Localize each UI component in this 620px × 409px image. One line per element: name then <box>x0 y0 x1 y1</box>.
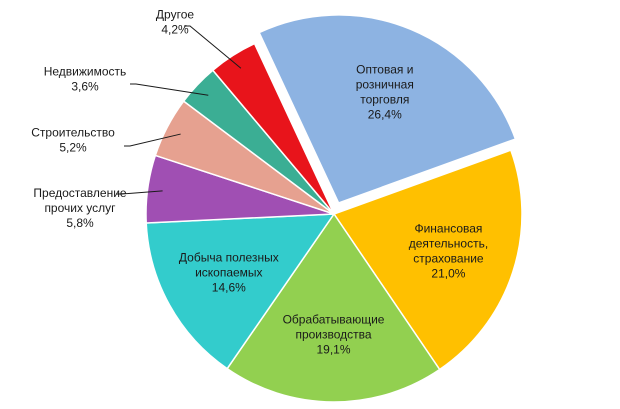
slice-name-label: прочих услуг <box>44 201 116 215</box>
slice-name-label: Недвижимость <box>44 65 127 79</box>
leader-line-6 <box>130 83 209 96</box>
slice-name-label: торговля <box>360 92 409 106</box>
slice-value-label: 21,0% <box>431 267 465 281</box>
slice-name-label: ископаемых <box>195 265 262 279</box>
slice-name-label: страхование <box>413 252 484 266</box>
pie-slice-3 <box>145 213 336 370</box>
slice-name-label: Другое <box>156 8 194 22</box>
slice-value-label: 5,2% <box>59 141 87 155</box>
slice-name-label: производства <box>295 327 371 341</box>
slice-value-label: 4,2% <box>161 23 189 37</box>
slice-name-label: розничная <box>356 77 414 91</box>
slice-value-label: 14,6% <box>212 280 246 294</box>
slice-value-label: 26,4% <box>368 107 402 121</box>
pie-slice-0 <box>258 14 517 204</box>
pie-slice-1 <box>332 149 523 371</box>
slice-value-label: 19,1% <box>317 342 351 356</box>
leader-line-7 <box>184 25 242 69</box>
leader-line-4 <box>116 190 163 195</box>
slice-name-label: Обрабатывающие <box>283 312 385 326</box>
slice-name-label: Оптовая и <box>356 62 413 76</box>
pie-slice-2 <box>226 212 441 403</box>
slice-name-label: деятельность, <box>409 237 488 251</box>
leader-line-5 <box>124 133 181 147</box>
slice-value-label: 3,6% <box>71 80 99 94</box>
slice-value-label: 5,8% <box>66 216 94 230</box>
slice-name-label: Финансовая <box>414 222 482 236</box>
pie-slice-7 <box>211 42 335 215</box>
slice-name-label: Строительство <box>31 126 115 140</box>
slice-name-label: Предоставление <box>33 186 127 200</box>
slice-name-label: Добыча полезных <box>179 250 279 264</box>
